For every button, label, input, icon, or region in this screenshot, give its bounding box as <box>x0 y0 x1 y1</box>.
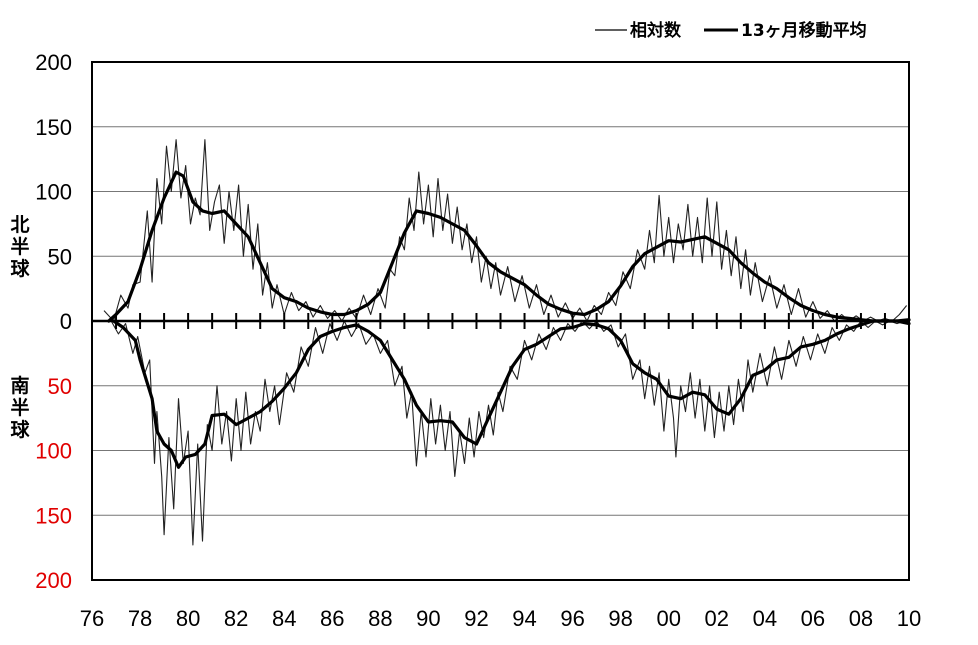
y-tick-label-north-50: 50 <box>48 244 72 269</box>
x-tick-label-76: 76 <box>80 606 104 631</box>
x-tick-label-88: 88 <box>368 606 392 631</box>
x-tick-label-86: 86 <box>320 606 344 631</box>
x-tick-label-06: 06 <box>801 606 825 631</box>
x-tick-label-08: 08 <box>849 606 873 631</box>
x-tick-label-98: 98 <box>608 606 632 631</box>
x-tick-label-00: 00 <box>656 606 680 631</box>
x-tick-label-10: 10 <box>897 606 921 631</box>
y-tick-label-north-200: 200 <box>35 50 72 75</box>
south-hemisphere-label: 南半球 <box>10 375 30 441</box>
x-tick-label-92: 92 <box>464 606 488 631</box>
series-layer <box>103 139 911 546</box>
y-tick-label-south-50: 50 <box>48 374 72 399</box>
series-north-relative <box>103 139 908 322</box>
x-tick-label-02: 02 <box>705 606 729 631</box>
x-tick-label-90: 90 <box>416 606 440 631</box>
x-tick-label-78: 78 <box>128 606 152 631</box>
y-tick-label-south-200: 200 <box>35 568 72 593</box>
gridlines <box>92 61 909 516</box>
legend: 相対数 13ヶ月移動平均 <box>595 20 867 41</box>
y-tick-label-north-100: 100 <box>35 180 72 205</box>
x-tick-label-94: 94 <box>512 606 536 631</box>
legend-label-moving-average: 13ヶ月移動平均 <box>741 20 867 41</box>
axes <box>91 61 910 581</box>
north-hemisphere-label: 北半球 <box>10 214 30 280</box>
tick-labels: 0 50 100 150 200 50 100 150 200 76 78 80 82 84 86 88 90 9… <box>35 50 921 631</box>
series-south-relative <box>110 320 905 546</box>
series-south-moving-average <box>112 319 911 469</box>
x-tick-label-82: 82 <box>224 606 248 631</box>
legend-label-relative: 相対数 <box>630 20 682 41</box>
x-tick-label-80: 80 <box>176 606 200 631</box>
x-tick-label-84: 84 <box>272 606 296 631</box>
y-tick-label-south-150: 150 <box>35 503 72 528</box>
y-tick-label-north-0: 0 <box>60 309 72 334</box>
y-tick-label-south-100: 100 <box>35 439 72 464</box>
x-tick-label-96: 96 <box>560 606 584 631</box>
series-north-moving-average <box>107 170 911 323</box>
y-tick-label-north-150: 150 <box>35 115 72 140</box>
x-tick-label-04: 04 <box>753 606 777 631</box>
